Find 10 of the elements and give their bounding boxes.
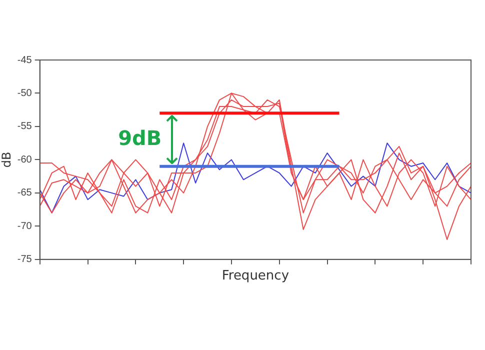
y-tick-label: -70 bbox=[17, 220, 32, 232]
y-tick-label: -45 bbox=[17, 54, 32, 66]
y-axis-title: dB bbox=[0, 152, 14, 168]
y-tick-label: -65 bbox=[17, 188, 32, 199]
y-tick-label: -60 bbox=[17, 154, 32, 166]
y-tick-label: -55 bbox=[17, 121, 32, 132]
x-axis-title: Frequency bbox=[222, 268, 290, 284]
y-tick-label: -75 bbox=[17, 254, 32, 266]
annotation: 9dB bbox=[118, 126, 162, 150]
y-tick-label: -50 bbox=[17, 88, 32, 99]
